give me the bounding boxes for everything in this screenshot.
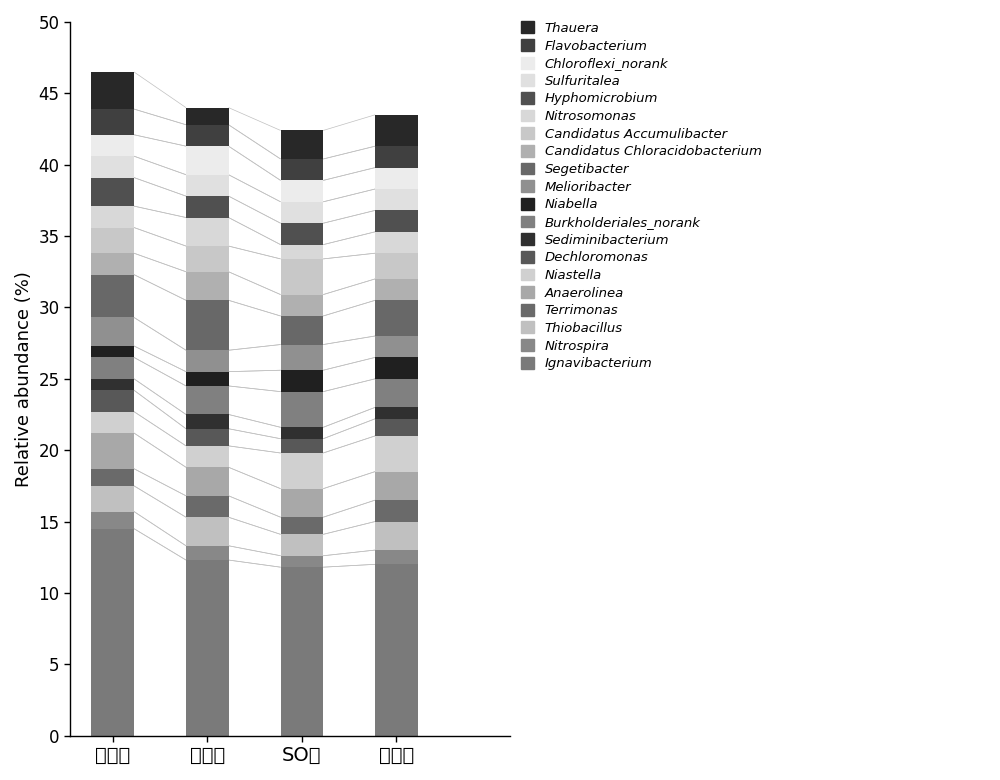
Bar — [186, 271, 229, 300]
Bar — [375, 146, 418, 168]
Legend: Thauera, Flavobacterium, Chloroflexi_norank, Sulfuritalea, Hyphomicrobium, Nitro: Thauera, Flavobacterium, Chloroflexi_nor… — [521, 22, 762, 370]
Bar — [91, 72, 134, 109]
Bar — [281, 245, 323, 259]
Bar — [281, 316, 323, 345]
Bar — [375, 550, 418, 564]
Bar — [91, 390, 134, 412]
Bar — [91, 512, 134, 529]
Bar — [375, 407, 418, 419]
Bar — [375, 211, 418, 232]
Bar — [281, 489, 323, 517]
Bar — [186, 125, 229, 146]
Bar — [186, 496, 229, 517]
Bar — [91, 357, 134, 379]
Bar — [186, 108, 229, 125]
Bar — [281, 453, 323, 489]
Bar — [186, 246, 229, 271]
Bar — [186, 371, 229, 386]
Bar — [281, 517, 323, 534]
Bar — [375, 472, 418, 500]
Bar — [375, 564, 418, 736]
Bar — [186, 146, 229, 175]
Bar — [375, 357, 418, 379]
Bar — [91, 135, 134, 156]
Bar — [375, 436, 418, 472]
Bar — [281, 556, 323, 567]
Bar — [281, 259, 323, 295]
Bar — [186, 414, 229, 429]
Bar — [91, 109, 134, 135]
Bar — [281, 567, 323, 736]
Bar — [375, 115, 418, 146]
Bar — [91, 156, 134, 178]
Bar — [91, 433, 134, 469]
Bar — [281, 130, 323, 159]
Bar — [91, 486, 134, 512]
Bar — [186, 196, 229, 218]
Bar — [91, 178, 134, 206]
Bar — [281, 295, 323, 316]
Bar — [281, 345, 323, 370]
Bar — [186, 517, 229, 546]
Bar — [186, 467, 229, 496]
Bar — [281, 438, 323, 453]
Bar — [281, 202, 323, 223]
Bar — [186, 429, 229, 446]
Bar — [375, 379, 418, 407]
Bar — [375, 279, 418, 300]
Bar — [375, 189, 418, 211]
Bar — [281, 370, 323, 392]
Bar — [186, 446, 229, 467]
Bar — [375, 168, 418, 189]
Bar — [281, 180, 323, 202]
Bar — [186, 175, 229, 196]
Bar — [91, 346, 134, 357]
Y-axis label: Relative abundance (%): Relative abundance (%) — [15, 271, 33, 487]
Bar — [91, 529, 134, 736]
Bar — [91, 228, 134, 254]
Bar — [375, 500, 418, 522]
Bar — [186, 300, 229, 350]
Bar — [281, 392, 323, 427]
Bar — [91, 317, 134, 346]
Bar — [91, 379, 134, 390]
Bar — [375, 419, 418, 436]
Bar — [91, 254, 134, 275]
Bar — [186, 218, 229, 246]
Bar — [281, 223, 323, 245]
Bar — [375, 336, 418, 357]
Bar — [281, 534, 323, 556]
Bar — [186, 560, 229, 736]
Bar — [91, 412, 134, 433]
Bar — [375, 254, 418, 279]
Bar — [375, 522, 418, 550]
Bar — [375, 232, 418, 254]
Bar — [375, 300, 418, 336]
Bar — [91, 469, 134, 486]
Bar — [186, 546, 229, 560]
Bar — [281, 159, 323, 180]
Bar — [91, 275, 134, 317]
Bar — [186, 350, 229, 371]
Bar — [281, 427, 323, 438]
Bar — [186, 386, 229, 414]
Bar — [91, 206, 134, 228]
